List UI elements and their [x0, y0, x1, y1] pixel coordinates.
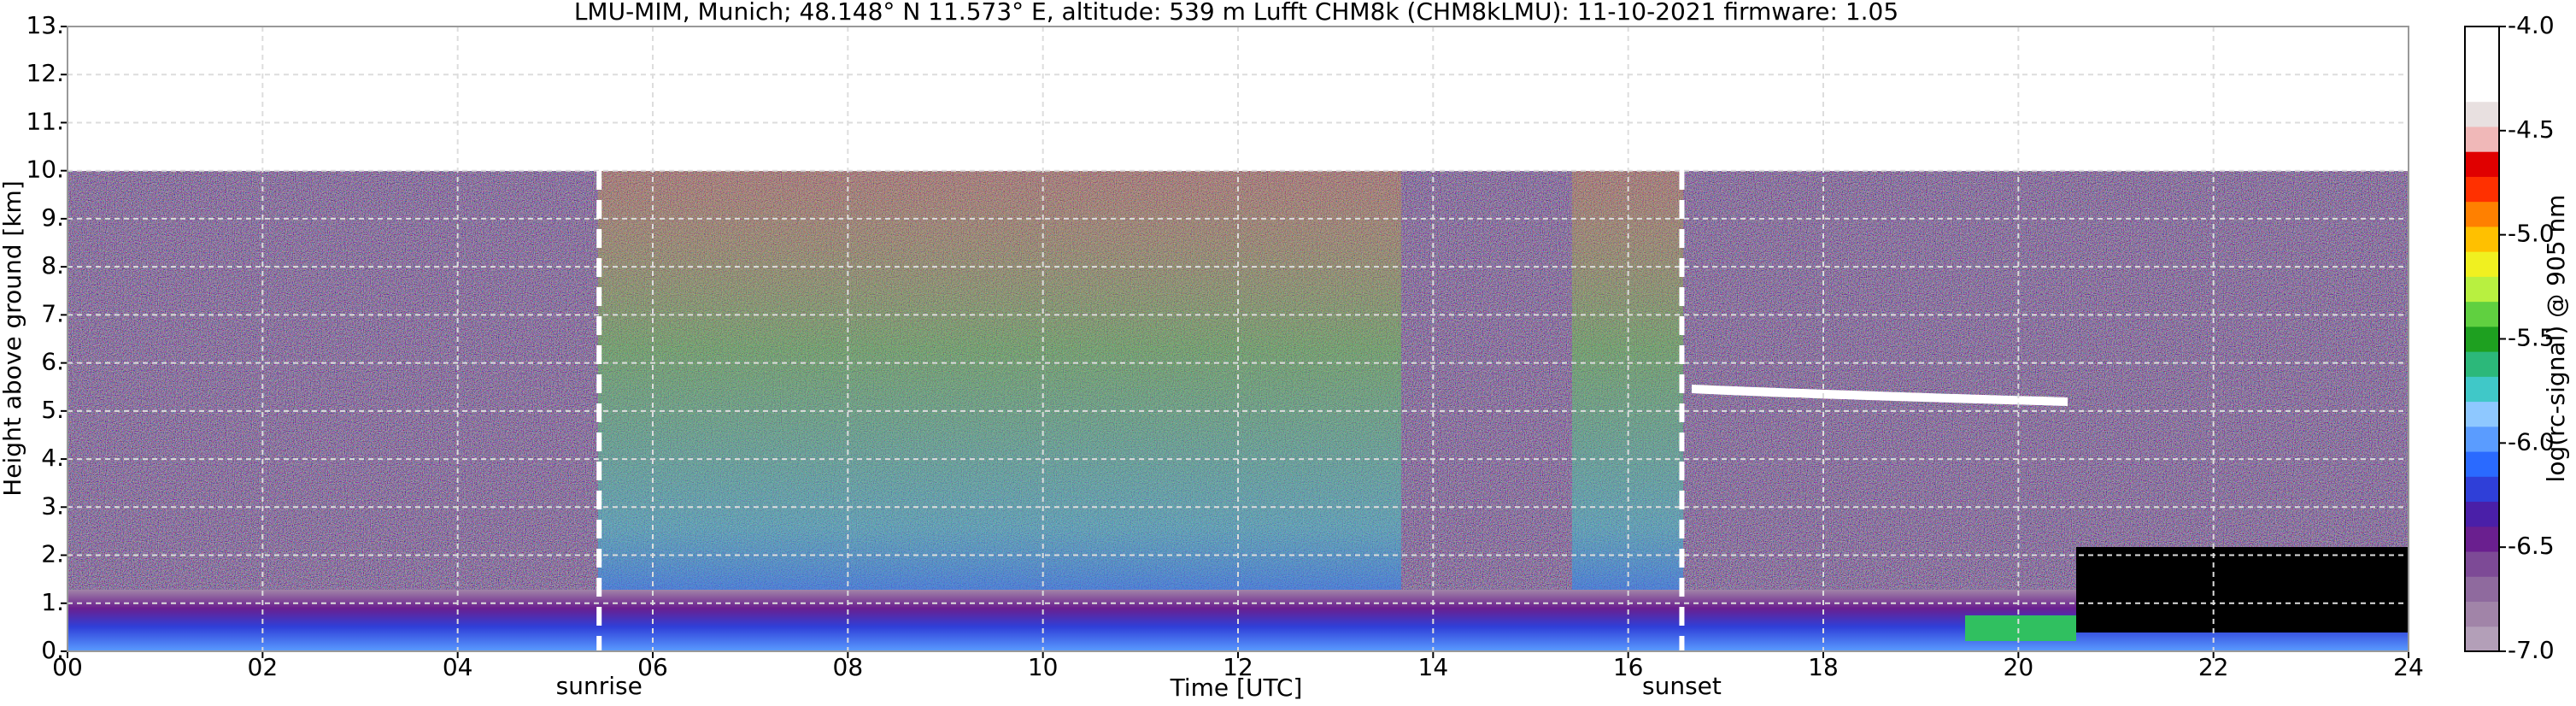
colorbar-segment — [2465, 376, 2499, 403]
y-tick-label: 6. — [41, 348, 64, 376]
chart-title: LMU-MIM, Munich; 48.148° N 11.573° E, al… — [574, 0, 1898, 26]
y-tick-label: 13. — [26, 11, 64, 39]
x-tick-label: 04 — [443, 653, 473, 681]
x-tick-label: 20 — [2004, 653, 2034, 681]
y-tick-label: 12. — [26, 59, 64, 87]
x-tick-label: 08 — [833, 653, 864, 681]
x-tick-label: 12 — [1223, 653, 1253, 681]
y-tick-label: 1. — [41, 588, 64, 616]
markers — [596, 171, 1685, 651]
y-tick-label: 5. — [41, 396, 64, 424]
colorbar-tick-label: -6.0 — [2508, 427, 2555, 456]
y-tick-label: 9. — [41, 203, 64, 232]
cloud-layer — [1692, 385, 2068, 406]
colorbar-tick-label: -4.5 — [2508, 115, 2555, 144]
colorbar-tick-label: -6.5 — [2508, 532, 2555, 560]
x-tick-label: 00 — [52, 653, 83, 681]
colorbar-label: log(rc-signal) @ 905 nm — [2542, 195, 2570, 483]
colorbar-segment — [2465, 626, 2499, 652]
colorbar-segment — [2465, 76, 2499, 103]
colorbar-segment — [2465, 276, 2499, 303]
colorbar-segment — [2465, 151, 2499, 177]
marker-label: sunset — [1642, 672, 1722, 700]
colorbar-tick-label: -4.0 — [2508, 11, 2555, 39]
colorbar-segment — [2465, 226, 2499, 252]
grid — [61, 26, 2409, 658]
x-tick-label: 22 — [2198, 653, 2229, 681]
x-tick-label: 02 — [248, 653, 279, 681]
colorbar-segment — [2465, 501, 2499, 527]
colorbar-segment — [2465, 526, 2499, 552]
x-tick-label: 06 — [637, 653, 668, 681]
signal-field — [67, 171, 2409, 651]
colorbar-segment — [2465, 176, 2499, 203]
y-tick-label: 10. — [26, 156, 64, 184]
low-signal-region — [2076, 547, 2409, 632]
colorbar-segment — [2465, 401, 2499, 427]
colorbar-segment — [2465, 101, 2499, 127]
colorbar-segment — [2465, 551, 2499, 577]
colorbar-segment — [2465, 126, 2499, 152]
colorbar-segment — [2465, 301, 2499, 327]
x-axis-label: Time [UTC] — [1170, 674, 1303, 702]
colorbar-tick-label: -5.5 — [2508, 324, 2555, 352]
colorbar-segment — [2465, 576, 2499, 603]
colorbar-segment — [2465, 601, 2499, 627]
colorbar-tick-label: -7.0 — [2508, 636, 2555, 664]
colorbar-segment — [2465, 476, 2499, 503]
colorbar-segment — [2465, 451, 2499, 477]
colorbar-segment — [2465, 51, 2499, 77]
y-tick-label: 7. — [41, 299, 64, 327]
y-axis-label: Height above ground [km] — [0, 180, 26, 497]
colorbar-segment — [2465, 251, 2499, 277]
x-tick-label: 18 — [1808, 653, 1839, 681]
y-tick-label: 11. — [26, 107, 64, 135]
colorbar: -7.0 -6.5 -6.0 -5.5 -5.0 -4.5 -4.0 — [2464, 11, 2555, 664]
y-tick-label: 2. — [41, 540, 64, 568]
x-tick-label: 10 — [1028, 653, 1059, 681]
y-tick-label: 0. — [41, 636, 64, 664]
colorbar-segment — [2465, 26, 2499, 52]
low-cloud — [1965, 615, 2076, 641]
aerosol-region — [846, 171, 1401, 615]
y-tick-label: 4. — [41, 444, 64, 472]
colorbar-tick-label: -5.0 — [2508, 220, 2555, 248]
marker-label: sunrise — [556, 672, 643, 700]
plot-frame — [67, 26, 2409, 652]
colorbar-segment — [2465, 426, 2499, 452]
aerosol-region — [598, 171, 846, 615]
x-tick-label: 14 — [1418, 653, 1449, 681]
colorbar-segment — [2465, 201, 2499, 227]
y-tick-label: 3. — [41, 491, 64, 520]
colorbar-segment — [2465, 351, 2499, 377]
y-tick-label: 8. — [41, 251, 64, 279]
x-tick-label: 16 — [1613, 653, 1644, 681]
colorbar-segment — [2465, 326, 2499, 352]
x-tick-label: 24 — [2393, 653, 2424, 681]
